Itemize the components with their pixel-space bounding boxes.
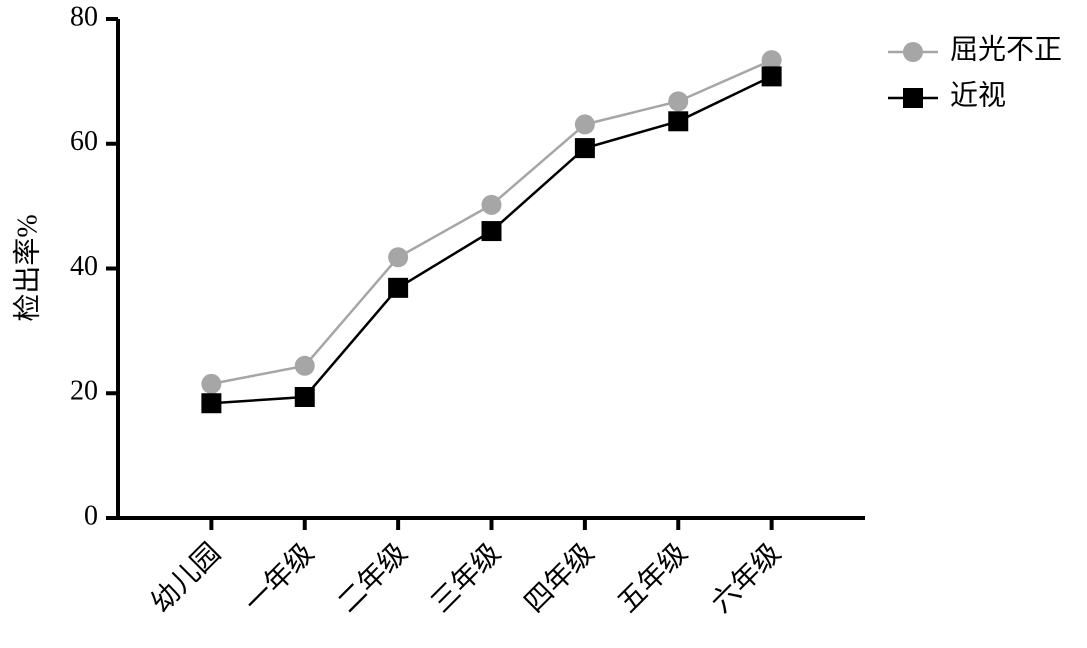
marker bbox=[294, 355, 315, 376]
y-tick-label: 20 bbox=[70, 376, 98, 407]
marker bbox=[574, 114, 595, 135]
marker bbox=[761, 50, 782, 71]
marker bbox=[574, 138, 595, 159]
y-axis-label: 检出率% bbox=[11, 214, 43, 321]
marker bbox=[903, 88, 923, 108]
x-tick-label: 四年级 bbox=[518, 537, 600, 619]
marker bbox=[668, 91, 689, 112]
marker bbox=[903, 42, 923, 62]
marker bbox=[481, 194, 502, 215]
x-tick-label: 一年级 bbox=[238, 537, 320, 619]
x-tick-label: 幼儿园 bbox=[145, 537, 227, 619]
marker bbox=[201, 373, 222, 394]
legend-label: 近视 bbox=[950, 79, 1006, 111]
marker bbox=[294, 386, 315, 407]
x-tick-label: 二年级 bbox=[332, 537, 414, 619]
x-tick-label: 六年级 bbox=[705, 537, 787, 619]
marker bbox=[668, 111, 689, 132]
y-tick-label: 60 bbox=[70, 126, 98, 157]
x-tick-label: 三年级 bbox=[425, 537, 507, 619]
marker bbox=[761, 66, 782, 87]
y-tick-label: 80 bbox=[70, 1, 98, 32]
marker bbox=[481, 221, 502, 242]
y-tick-label: 40 bbox=[70, 251, 98, 282]
marker bbox=[201, 393, 222, 414]
marker bbox=[388, 247, 409, 268]
marker bbox=[388, 277, 409, 298]
x-tick-label: 五年级 bbox=[612, 537, 694, 619]
y-tick-label: 0 bbox=[84, 500, 98, 531]
legend-label: 屈光不正 bbox=[950, 33, 1062, 65]
